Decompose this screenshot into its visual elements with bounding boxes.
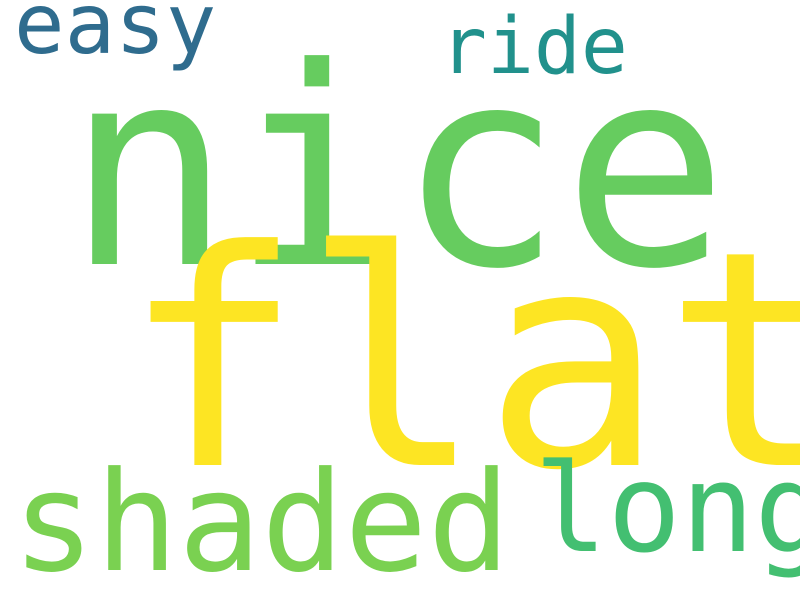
- word-long: long: [534, 438, 800, 580]
- word-easy: easy: [14, 0, 217, 73]
- word-ride: ride: [440, 2, 628, 92]
- word-shaded: shaded: [12, 442, 511, 600]
- word-nice: nice: [66, 9, 729, 329]
- word-flat: flat: [122, 187, 800, 536]
